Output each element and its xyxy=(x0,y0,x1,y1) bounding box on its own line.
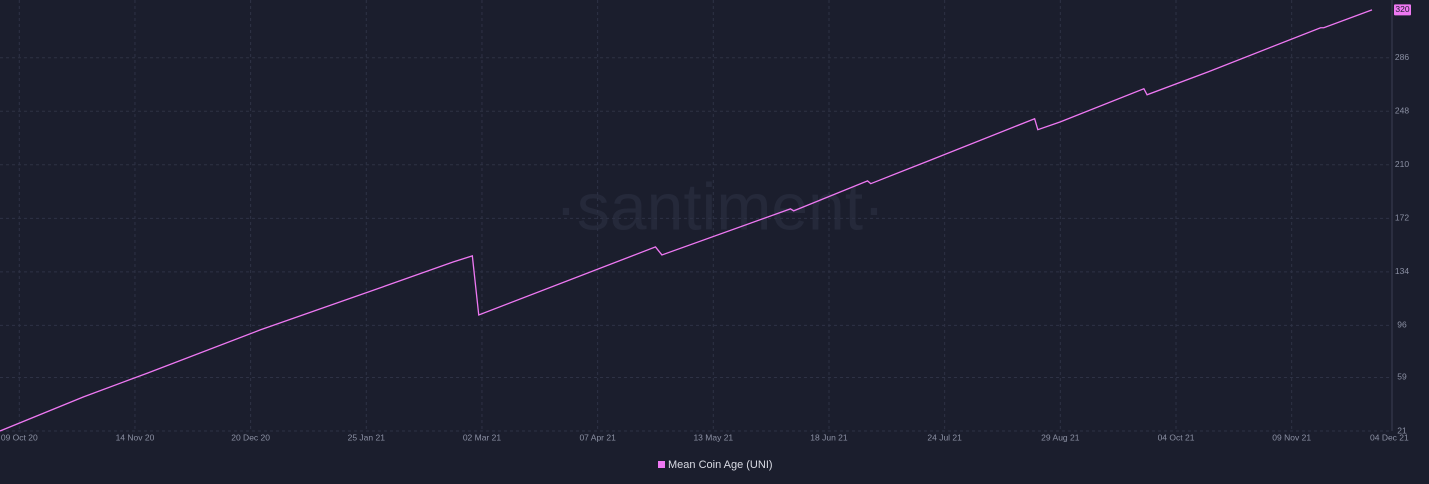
x-tick-label: 04 Dec 21 xyxy=(1370,432,1409,442)
x-tick-label: 20 Dec 20 xyxy=(231,432,270,442)
x-tick-label: 24 Jul 21 xyxy=(927,432,962,442)
x-tick-label: 02 Mar 21 xyxy=(463,432,502,442)
watermark: ·santiment· xyxy=(555,169,885,243)
x-tick-label: 29 Aug 21 xyxy=(1041,432,1080,442)
y-tick-label: 172 xyxy=(1395,213,1409,223)
x-tick-label: 09 Nov 21 xyxy=(1272,432,1311,442)
legend-swatch xyxy=(658,461,665,468)
x-tick-label: 13 May 21 xyxy=(693,432,733,442)
value-label: 320 xyxy=(1395,4,1409,14)
value-badge xyxy=(1394,4,1411,16)
y-tick-label: 134 xyxy=(1395,266,1409,276)
x-tick-label: 04 Oct 21 xyxy=(1158,432,1195,442)
y-tick-label: 21 xyxy=(1397,425,1407,435)
x-tick-label: 09 Oct 20 xyxy=(1,432,38,442)
x-tick-label: 07 Apr 21 xyxy=(579,432,616,442)
legend-label: Mean Coin Age (UNI) xyxy=(668,459,773,471)
line-series xyxy=(0,9,1373,432)
y-tick-label: 286 xyxy=(1395,52,1409,62)
x-tick-label: 14 Nov 20 xyxy=(116,432,155,442)
x-tick-label: 25 Jan 21 xyxy=(348,432,386,442)
x-tick-label: 18 Jun 21 xyxy=(810,432,848,442)
y-tick-label: 59 xyxy=(1397,372,1407,382)
y-tick-label: 248 xyxy=(1395,106,1409,116)
y-tick-label: 96 xyxy=(1397,320,1407,330)
y-tick-label: 210 xyxy=(1395,159,1409,169)
